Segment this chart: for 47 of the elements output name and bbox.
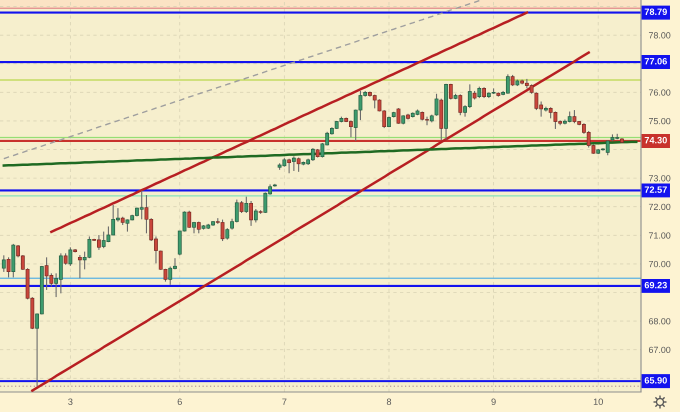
candlestick [458, 94, 462, 116]
x-tick-label: 9 [491, 398, 496, 405]
candlestick [254, 208, 258, 224]
candlestick [434, 93, 438, 116]
candlestick [64, 252, 68, 266]
candlestick [249, 200, 253, 226]
candlestick [401, 114, 406, 125]
candlestick [78, 254, 82, 279]
candlestick [296, 156, 301, 172]
ref-line-label: 74.30 [644, 136, 667, 144]
candlestick [292, 156, 296, 172]
y-tick-label: 75.00 [648, 118, 670, 124]
line-series [31, 51, 590, 392]
candlestick [244, 196, 248, 214]
line-series [3, 0, 480, 160]
candlestick [482, 86, 486, 99]
x-tick-label: 7 [282, 398, 286, 405]
y-tick-label: 73.00 [648, 175, 670, 182]
ref-line-label: 69.23 [644, 282, 667, 288]
candlestick [448, 83, 453, 100]
candlestick [240, 200, 244, 214]
candlestick [225, 228, 230, 240]
ref-line-label: 72.57 [644, 186, 667, 193]
y-tick-label: 67.00 [648, 346, 670, 353]
x-tick-label: 6 [178, 398, 182, 405]
y-tick-label: 76.00 [648, 89, 670, 96]
y-tick-label: 70.00 [648, 260, 670, 268]
y-tick-label: 71.00 [648, 232, 670, 239]
x-tick-label: 3 [68, 398, 73, 405]
y-tick-label: 72.00 [648, 204, 670, 210]
x-tick-label: 8 [386, 398, 392, 405]
y-tick-label: 68.00 [648, 318, 670, 324]
ref-line-label: 65.90 [644, 377, 667, 384]
candlestick [396, 108, 400, 124]
candlestick [196, 221, 201, 234]
candlestick [477, 86, 482, 99]
line-series [50, 11, 528, 234]
x-tick-label: 10 [594, 398, 603, 405]
candlestick [2, 254, 6, 272]
candlestick [6, 256, 10, 278]
y-tick-label: 78.00 [648, 32, 670, 38]
candlestick [510, 74, 515, 87]
candlestick [287, 158, 292, 174]
candlestick [68, 246, 72, 266]
candlestick [187, 210, 192, 228]
ref-line-label: 77.06 [644, 58, 667, 65]
ref-line-label: 78.79 [644, 8, 667, 16]
